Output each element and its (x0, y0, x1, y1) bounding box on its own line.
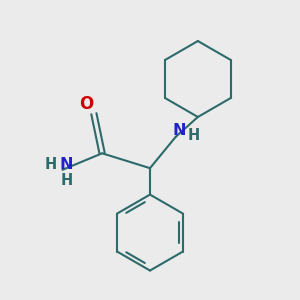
Text: O: O (80, 95, 94, 113)
Text: H: H (45, 158, 57, 172)
Text: H: H (60, 173, 73, 188)
Text: N: N (172, 123, 186, 138)
Text: N: N (60, 158, 73, 172)
Text: H: H (188, 128, 200, 143)
